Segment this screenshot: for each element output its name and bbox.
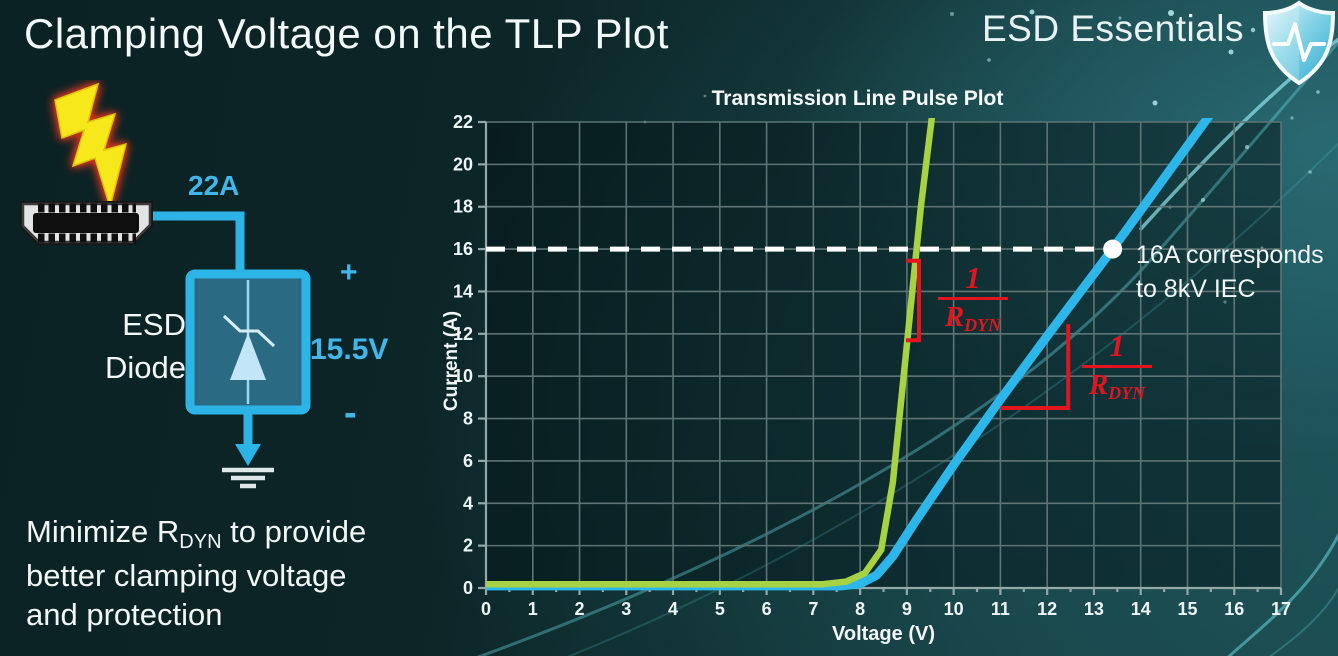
svg-text:16: 16: [1224, 599, 1244, 619]
component-label-line2: Diode: [105, 350, 186, 385]
chart-title: Transmission Line Pulse Plot: [711, 87, 1004, 110]
hdmi-connector-icon: [20, 201, 153, 245]
x-axis-title: Voltage (V): [832, 623, 935, 645]
svg-text:4: 4: [668, 599, 678, 619]
svg-text:15: 15: [1177, 599, 1197, 619]
marker-dot: [1103, 239, 1123, 259]
slope-denominator: RDYN: [944, 301, 1002, 335]
svg-text:20: 20: [453, 154, 473, 174]
svg-text:2: 2: [575, 599, 585, 619]
rdyn-subscript: DYN: [179, 531, 222, 553]
surge-current-label: 22A: [188, 170, 240, 201]
slope-label-blue: 1 RDYN: [1078, 329, 1156, 405]
brand-text: ESD Essentials: [982, 8, 1244, 49]
marker-annotation: 16A corresponds to 8kV IEC: [1136, 238, 1324, 306]
corner-swoosh: [1227, 532, 1338, 656]
swoosh-streak-faint: [567, 142, 1338, 656]
lightning-bolt-icon: [54, 82, 128, 210]
svg-text:22: 22: [453, 112, 473, 132]
svg-text:12: 12: [453, 324, 473, 344]
zener-cathode-icon: [222, 314, 276, 348]
svg-text:5: 5: [715, 599, 725, 619]
svg-text:18: 18: [453, 197, 473, 217]
svg-text:7: 7: [808, 599, 818, 619]
swoosh-streak: [476, 40, 1338, 656]
slope-denominator: RDYN: [1088, 369, 1146, 403]
slope-numerator: 1: [1109, 328, 1125, 363]
slope-bracket: [905, 258, 921, 343]
svg-text:2: 2: [463, 536, 473, 556]
marker-annotation-line1: 16A corresponds: [1136, 241, 1324, 269]
svg-text:12: 12: [1037, 599, 1057, 619]
note-line2: better clamping voltage: [26, 558, 347, 593]
fraction-bar: [1082, 365, 1152, 368]
page-title: Clamping Voltage on the TLP Plot: [24, 10, 669, 57]
fraction-bar: [938, 297, 1008, 300]
pulse-line-icon: [1272, 22, 1326, 62]
y-axis-title: Current (A): [441, 310, 462, 412]
tlp-chart: Transmission Line Pulse Plot Current (A)…: [430, 85, 1338, 656]
note-line1: Minimize RDYN to provide: [26, 514, 367, 553]
svg-text:1: 1: [528, 599, 538, 619]
shield-logo-icon: [1262, 0, 1336, 86]
blue-curve-higher-rdyn: [486, 118, 1214, 591]
component-label: ESD Diode: [58, 303, 186, 389]
particles: [643, 9, 1320, 304]
svg-text:11: 11: [991, 599, 1010, 619]
tlp-plot-canvas: 0 1 2 3 4 5 6 7 8 9 10 11 12 13 14 15 16 1702468101214161…: [453, 112, 1291, 619]
esd-circuit-diagram: [20, 82, 311, 489]
svg-text:6: 6: [762, 599, 772, 619]
svg-text:10: 10: [944, 599, 964, 619]
clamp-voltage-label: 15.5V: [310, 333, 389, 366]
minus-sign: -: [344, 392, 357, 434]
svg-text:14: 14: [1131, 599, 1151, 619]
plus-sign: +: [340, 256, 358, 289]
svg-text:16: 16: [453, 239, 473, 259]
slope-bracket: [1000, 324, 1071, 410]
component-label-line1: ESD: [122, 307, 186, 342]
ground-symbol-icon: [222, 410, 274, 489]
svg-text:3: 3: [621, 599, 631, 619]
svg-text:4: 4: [463, 493, 473, 513]
input-wire: [153, 211, 245, 274]
svg-text:8: 8: [855, 599, 865, 619]
svg-text:9: 9: [902, 599, 912, 619]
svg-text:0: 0: [463, 578, 473, 598]
svg-text:6: 6: [463, 451, 473, 471]
note-line3: and protection: [26, 597, 223, 632]
svg-text:14: 14: [453, 281, 473, 301]
svg-text:13: 13: [1084, 599, 1104, 619]
takeaway-note: Minimize RDYN to provide better clamping…: [26, 512, 366, 634]
corner-swoosh-faint: [1268, 587, 1338, 656]
svg-text:8: 8: [463, 409, 473, 429]
svg-text:0: 0: [481, 599, 491, 619]
marker-annotation-line2: to 8kV IEC: [1136, 275, 1256, 303]
diode-triangle-icon: [230, 333, 266, 380]
green-curve-lower-rdyn: [486, 118, 936, 588]
svg-text:10: 10: [453, 366, 473, 386]
svg-text:17: 17: [1271, 599, 1291, 619]
slope-numerator: 1: [965, 260, 981, 295]
slope-label-green: 1 RDYN: [934, 261, 1012, 337]
